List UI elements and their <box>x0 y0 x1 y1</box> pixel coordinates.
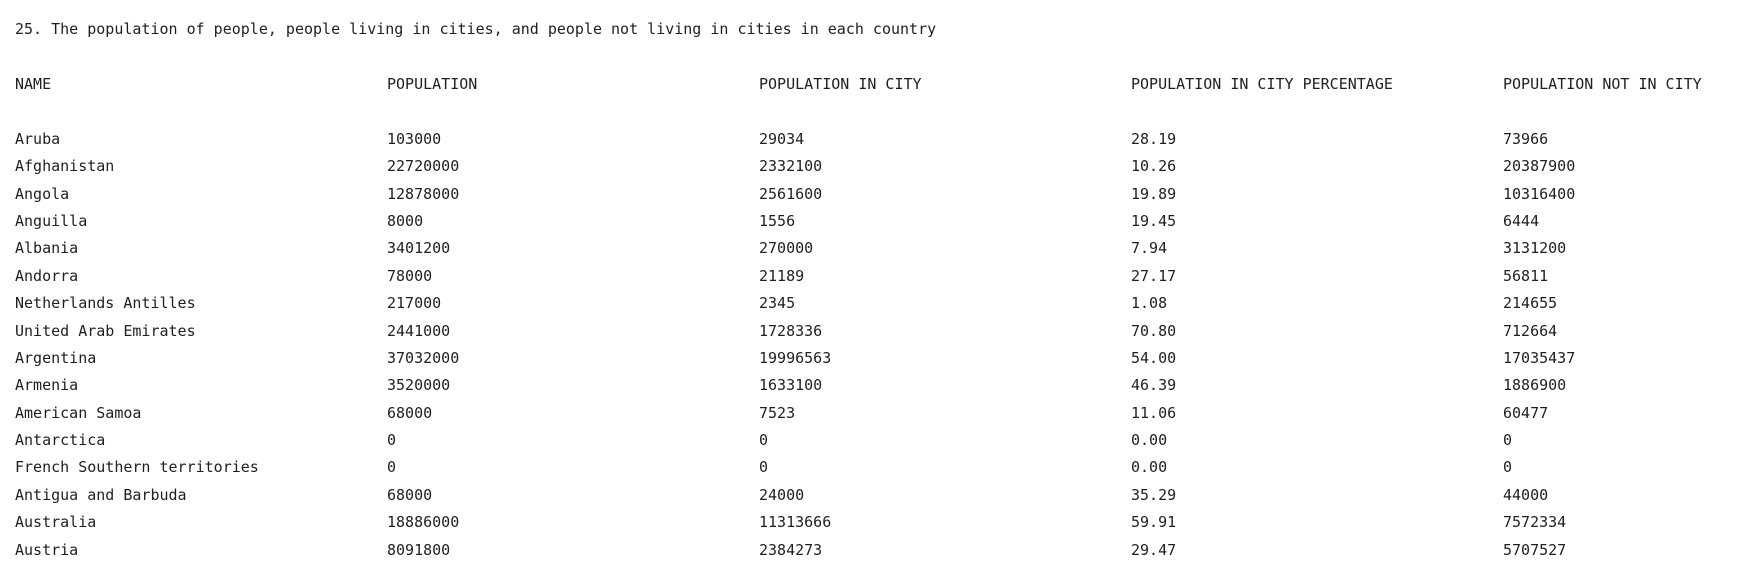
cell-name: French Southern territories <box>15 458 259 477</box>
cell-population-not-in-city: 0 <box>1503 458 1513 477</box>
cell-population: 18886000 <box>387 513 460 532</box>
cell-population-not-in-city: 60477 <box>1503 403 1549 422</box>
cell-population-in-city: 7523 <box>759 403 796 422</box>
cell-name: Afghanistan <box>15 157 115 176</box>
cell-name: Netherlands Antilles <box>15 294 196 313</box>
cell-population-in-city-percentage: 35.29 <box>1131 485 1177 504</box>
cell-population-in-city-percentage: 19.89 <box>1131 184 1177 203</box>
column-header-population-in-city: POPULATION IN CITY <box>759 75 922 93</box>
query-title: 25. The population of people, people liv… <box>15 20 937 38</box>
cell-population-in-city-percentage: 19.45 <box>1131 211 1177 230</box>
cell-population: 217000 <box>387 294 442 313</box>
cell-population-in-city-percentage: 27.17 <box>1131 266 1177 285</box>
cell-population-not-in-city: 73966 <box>1503 129 1549 148</box>
cell-population-in-city: 21189 <box>759 266 805 285</box>
cell-population-not-in-city: 44000 <box>1503 485 1549 504</box>
cell-name: Angola <box>15 184 70 203</box>
cell-population-not-in-city: 1886900 <box>1503 376 1567 395</box>
cell-name: Albania <box>15 239 79 258</box>
cell-population-not-in-city: 3131200 <box>1503 239 1567 258</box>
cell-population-in-city-percentage: 0.00 <box>1131 431 1168 450</box>
cell-population-in-city-percentage: 29.47 <box>1131 540 1177 559</box>
column-header-population-in-city-percentage: POPULATION IN CITY PERCENTAGE <box>1131 75 1393 93</box>
column-header-name: NAME <box>15 75 52 93</box>
cell-population: 37032000 <box>387 348 460 367</box>
cell-population: 2441000 <box>387 321 451 340</box>
cell-population-in-city-percentage: 7.94 <box>1131 239 1168 258</box>
cell-population: 68000 <box>387 485 433 504</box>
cell-name: Austria <box>15 540 79 559</box>
cell-population: 68000 <box>387 403 433 422</box>
cell-name: Antarctica <box>15 431 106 450</box>
column-header-population-not-in-city: POPULATION NOT IN CITY <box>1503 75 1702 93</box>
cell-population-in-city: 0 <box>759 458 769 477</box>
cell-population-not-in-city: 10316400 <box>1503 184 1576 203</box>
cell-name: Antigua and Barbuda <box>15 485 187 504</box>
cell-name: United Arab Emirates <box>15 321 196 340</box>
cell-population-not-in-city: 7572334 <box>1503 513 1567 532</box>
cell-name: Australia <box>15 513 97 532</box>
cell-population-in-city-percentage: 11.06 <box>1131 403 1177 422</box>
cell-population-in-city: 270000 <box>759 239 814 258</box>
cell-population: 3401200 <box>387 239 451 258</box>
cell-population: 103000 <box>387 129 442 148</box>
cell-population-not-in-city: 56811 <box>1503 266 1549 285</box>
cell-population-in-city: 2561600 <box>759 184 823 203</box>
cell-population-in-city: 1633100 <box>759 376 823 395</box>
cell-population-in-city: 11313666 <box>759 513 832 532</box>
cell-population-in-city-percentage: 0.00 <box>1131 458 1168 477</box>
cell-population: 8091800 <box>387 540 451 559</box>
cell-population-in-city-percentage: 46.39 <box>1131 376 1177 395</box>
cell-population: 78000 <box>387 266 433 285</box>
cell-population-in-city: 1728336 <box>759 321 823 340</box>
cell-name: Andorra <box>15 266 79 285</box>
cell-population-in-city: 0 <box>759 431 769 450</box>
cell-population-not-in-city: 712664 <box>1503 321 1558 340</box>
cell-name: Aruba <box>15 129 61 148</box>
cell-name: Anguilla <box>15 211 88 230</box>
cell-population-in-city: 24000 <box>759 485 805 504</box>
cell-population-not-in-city: 0 <box>1503 431 1513 450</box>
cell-population-not-in-city: 214655 <box>1503 294 1558 313</box>
cell-population: 8000 <box>387 211 424 230</box>
cell-population-not-in-city: 20387900 <box>1503 157 1576 176</box>
cell-population-in-city: 29034 <box>759 129 805 148</box>
cell-population-in-city-percentage: 10.26 <box>1131 157 1177 176</box>
cell-population-in-city: 2384273 <box>759 540 823 559</box>
cell-population-in-city-percentage: 59.91 <box>1131 513 1177 532</box>
cell-population: 12878000 <box>387 184 460 203</box>
cell-name: Argentina <box>15 348 97 367</box>
cell-population-in-city: 2345 <box>759 294 796 313</box>
cell-population: 0 <box>387 431 397 450</box>
cell-name: American Samoa <box>15 403 142 422</box>
cell-population: 3520000 <box>387 376 451 395</box>
cell-population-in-city-percentage: 54.00 <box>1131 348 1177 367</box>
cell-population-in-city-percentage: 28.19 <box>1131 129 1177 148</box>
cell-population-in-city: 2332100 <box>759 157 823 176</box>
cell-population-in-city: 1556 <box>759 211 796 230</box>
cell-population-not-in-city: 17035437 <box>1503 348 1576 367</box>
cell-population-in-city-percentage: 1.08 <box>1131 294 1168 313</box>
cell-population-in-city-percentage: 70.80 <box>1131 321 1177 340</box>
cell-population: 22720000 <box>387 157 460 176</box>
cell-population-not-in-city: 5707527 <box>1503 540 1567 559</box>
column-header-population: POPULATION <box>387 75 478 93</box>
cell-population-not-in-city: 6444 <box>1503 211 1540 230</box>
cell-population: 0 <box>387 458 397 477</box>
cell-name: Armenia <box>15 376 79 395</box>
cell-population-in-city: 19996563 <box>759 348 832 367</box>
